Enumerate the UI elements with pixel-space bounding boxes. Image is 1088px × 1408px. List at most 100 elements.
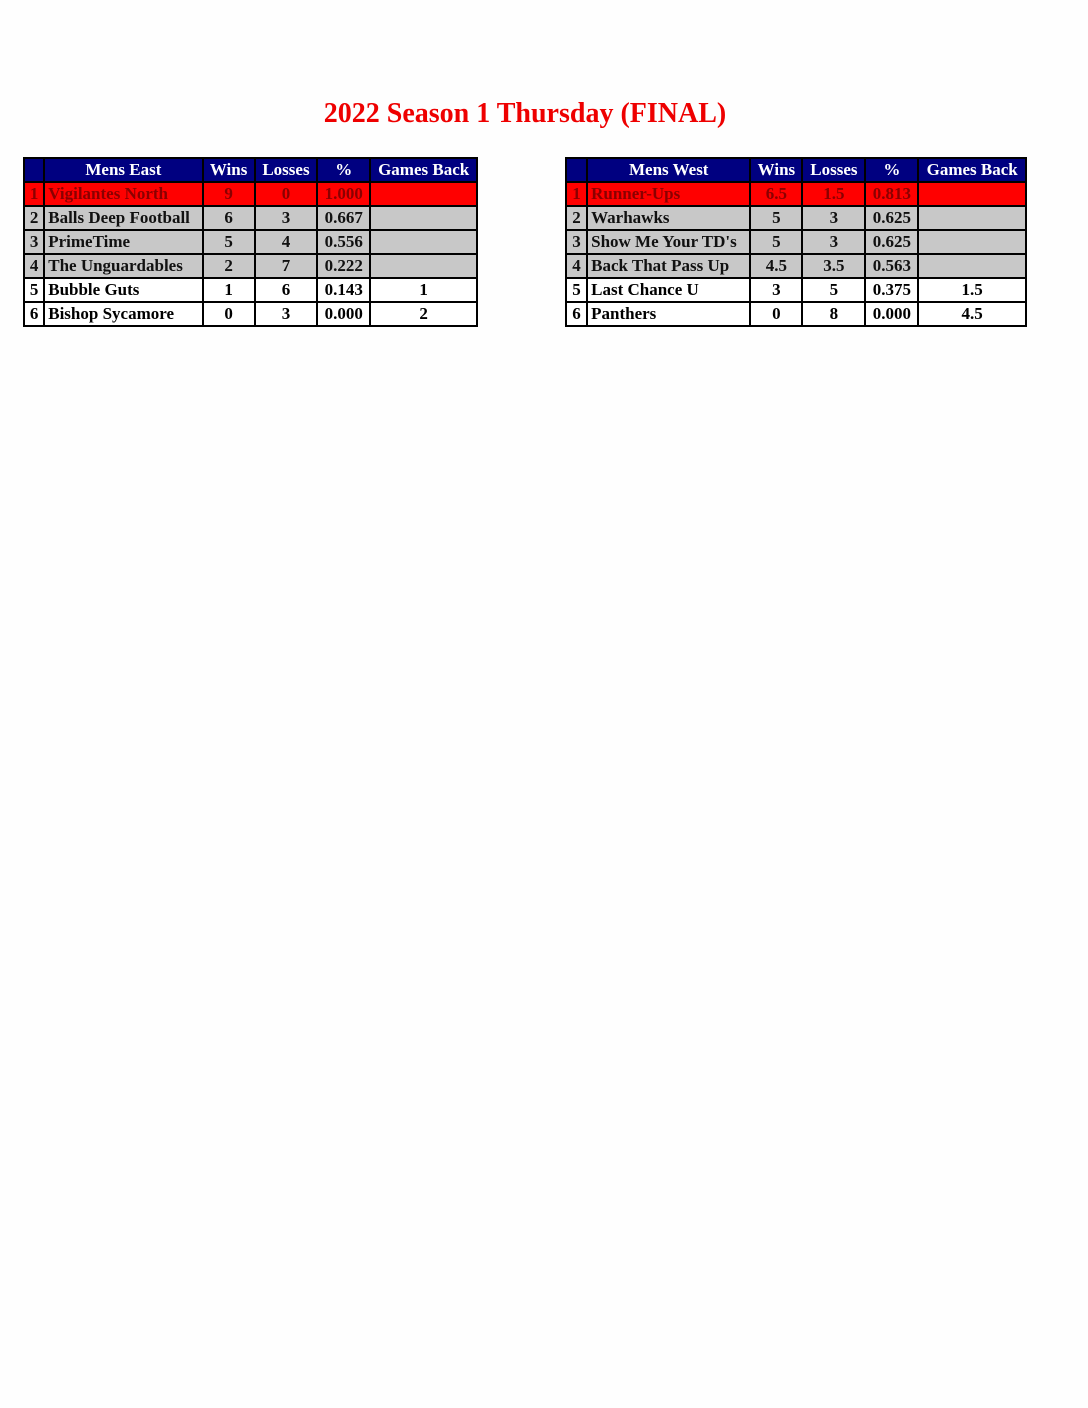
games-back-cell: 1.5 — [917, 277, 1027, 303]
losses-cell: 3 — [253, 301, 319, 327]
wins-cell: 3 — [749, 277, 804, 303]
team-name-cell: Show Me Your TD's — [586, 229, 752, 255]
table-row: 4 The Unguardables 2 7 0.222 — [22, 253, 478, 279]
losses-cell: 3.5 — [801, 253, 867, 279]
wins-cell: 0 — [201, 301, 256, 327]
losses-cell: 7 — [253, 253, 319, 279]
games-back-cell — [917, 205, 1027, 231]
column-header: Mens East — [43, 157, 204, 183]
table-row: 6 Bishop Sycamore 0 3 0.000 2 — [22, 301, 478, 327]
column-header: % — [316, 157, 372, 183]
win-pct-cell: 0.000 — [864, 301, 920, 327]
wins-cell: 0 — [749, 301, 804, 327]
rank-cell: 1 — [564, 181, 589, 207]
rank-cell: 3 — [564, 229, 589, 255]
wins-cell: 5 — [201, 229, 256, 255]
games-back-cell — [917, 229, 1027, 255]
win-pct-cell: 0.222 — [316, 253, 372, 279]
wins-cell: 9 — [201, 181, 256, 207]
rank-cell: 2 — [22, 205, 46, 231]
games-back-cell — [369, 253, 478, 279]
wins-cell: 6 — [201, 205, 256, 231]
games-back-cell — [917, 181, 1027, 207]
losses-cell: 3 — [801, 229, 867, 255]
rank-cell: 5 — [22, 277, 46, 303]
win-pct-cell: 0.625 — [864, 205, 920, 231]
team-name-cell: Runner-Ups — [586, 181, 752, 207]
team-name-cell: Bubble Guts — [43, 277, 204, 303]
rank-cell: 5 — [564, 277, 589, 303]
rank-cell: 3 — [22, 229, 46, 255]
mens-east-standings: Mens East Wins Losses% Games Back 1 Vigilante… — [22, 157, 478, 327]
team-name-cell: Panthers — [586, 301, 752, 327]
losses-cell: 5 — [801, 277, 867, 303]
win-pct-cell: 0.563 — [864, 253, 920, 279]
table-row: 5 Bubble Guts 1 6 0.143 1 — [22, 277, 478, 303]
win-pct-cell: 0.813 — [864, 181, 920, 207]
games-back-cell — [369, 205, 478, 231]
games-back-cell: 2 — [369, 301, 478, 327]
rank-cell: 6 — [564, 301, 589, 327]
games-back-cell: 1 — [369, 277, 478, 303]
table-row: 1 Runner-Ups 6.5 1.5 0.813 — [564, 181, 1027, 207]
table-row: 2 Balls Deep Football 6 3 0.667 — [22, 205, 478, 231]
wins-cell: 5 — [749, 229, 804, 255]
column-header: Wins — [201, 157, 256, 183]
losses-cell: 4 — [253, 229, 319, 255]
games-back-cell — [917, 253, 1027, 279]
losses-cell: 8 — [801, 301, 867, 327]
table-row: 3 PrimeTime 5 4 0.556 — [22, 229, 478, 255]
header-row: Mens West Wins Losses% Games Back — [564, 157, 1027, 183]
table-row: 3 Show Me Your TD's 5 3 0.625 — [564, 229, 1027, 255]
team-name-cell: Back That Pass Up — [586, 253, 752, 279]
win-pct-cell: 0.625 — [864, 229, 920, 255]
team-name-cell: Last Chance U — [586, 277, 752, 303]
games-back-cell — [369, 229, 478, 255]
team-name-cell: PrimeTime — [43, 229, 204, 255]
team-name-cell: The Unguardables — [43, 253, 204, 279]
page-title: 2022 Season 1 Thursday (FINAL) — [323, 98, 727, 129]
losses-cell: 0 — [253, 181, 319, 207]
table-row: 5 Last Chance U 3 5 0.375 1.5 — [564, 277, 1027, 303]
column-header: Games Back — [369, 157, 478, 183]
rank-cell: 1 — [22, 181, 46, 207]
wins-cell: 2 — [201, 253, 256, 279]
wins-cell: 6.5 — [749, 181, 804, 207]
team-name-cell: Vigilantes North — [43, 181, 204, 207]
column-header: Losses — [801, 157, 867, 183]
column-header: Losses — [253, 157, 319, 183]
rank-cell: 4 — [22, 253, 46, 279]
column-header: % — [864, 157, 920, 183]
team-name-cell: Bishop Sycamore — [43, 301, 204, 327]
losses-cell: 6 — [253, 277, 319, 303]
wins-cell: 1 — [201, 277, 256, 303]
wins-cell: 4.5 — [749, 253, 804, 279]
losses-cell: 3 — [253, 205, 319, 231]
wins-cell: 5 — [749, 205, 804, 231]
table-row: 1 Vigilantes North 9 0 1.000 — [22, 181, 478, 207]
column-header: Games Back — [917, 157, 1027, 183]
rank-cell: 6 — [22, 301, 46, 327]
games-back-cell — [369, 181, 478, 207]
rank-cell: 4 — [564, 253, 589, 279]
win-pct-cell: 0.000 — [316, 301, 372, 327]
column-header — [564, 157, 589, 183]
win-pct-cell: 1.000 — [316, 181, 372, 207]
table-row: 6 Panthers 0 8 0.000 4.5 — [564, 301, 1027, 327]
win-pct-cell: 0.143 — [316, 277, 372, 303]
column-header: Wins — [749, 157, 804, 183]
games-back-cell: 4.5 — [917, 301, 1027, 327]
table-row: 4 Back That Pass Up 4.5 3.5 0.563 — [564, 253, 1027, 279]
team-name-cell: Warhawks — [586, 205, 752, 231]
header-row: Mens East Wins Losses% Games Back — [22, 157, 478, 183]
win-pct-cell: 0.667 — [316, 205, 372, 231]
table-row: 2 Warhawks 5 3 0.625 — [564, 205, 1027, 231]
win-pct-cell: 0.556 — [316, 229, 372, 255]
mens-west-standings: Mens West Wins Losses% Games Back 1 Runner-Up… — [564, 157, 1027, 327]
column-header: Mens West — [586, 157, 752, 183]
column-header — [22, 157, 46, 183]
losses-cell: 1.5 — [801, 181, 867, 207]
losses-cell: 3 — [801, 205, 867, 231]
rank-cell: 2 — [564, 205, 589, 231]
team-name-cell: Balls Deep Football — [43, 205, 204, 231]
